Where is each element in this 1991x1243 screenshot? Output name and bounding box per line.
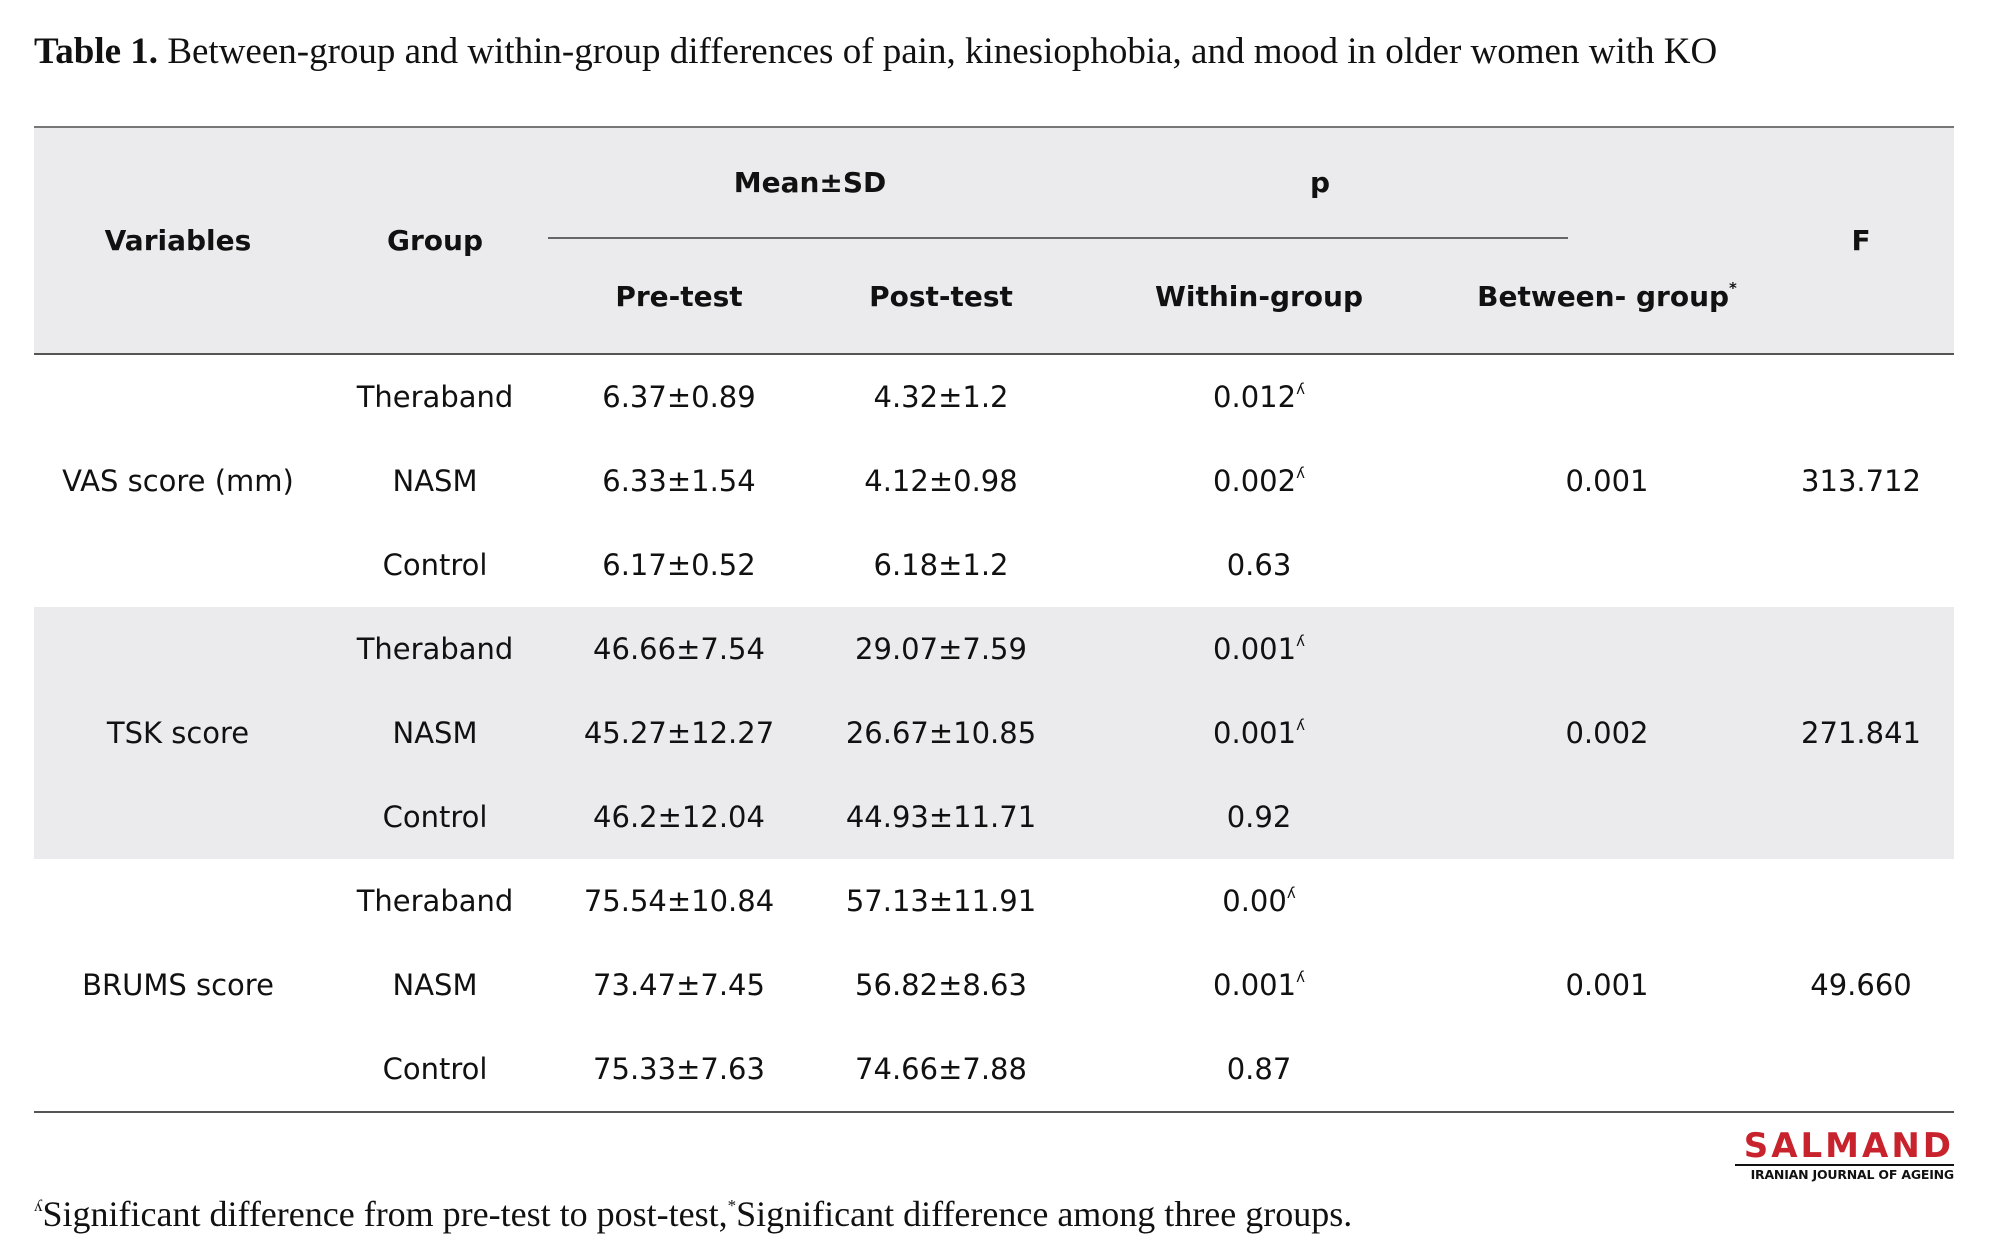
brums-block: BRUMS score Theraband 75.54±10.84 57.13±…	[34, 859, 1955, 1113]
within-group-cell: 0.001ʎ	[1072, 607, 1446, 691]
within-value: 0.001	[1213, 716, 1297, 750]
significance-mark: ʎ	[1296, 632, 1305, 650]
table-footnote: ʎSignificant difference from pre-test to…	[34, 1193, 1352, 1235]
header-between-group: Between- group*	[1446, 239, 1769, 354]
results-table-container: Variables Group Mean±SD p F Pre-test Pos…	[34, 126, 1955, 1113]
significance-mark: ʎ	[1296, 380, 1305, 398]
header-f: F	[1768, 127, 1955, 354]
variable-cell: TSK score	[34, 607, 322, 859]
pre-test-cell: 45.27±12.27	[548, 691, 810, 775]
group-cell: Control	[322, 1027, 548, 1113]
significance-mark: ʎ	[1286, 884, 1296, 902]
within-value: 0.87	[1226, 1052, 1292, 1086]
within-value: 0.001	[1213, 632, 1297, 666]
footnote-mark-between: *	[727, 1196, 737, 1215]
table-caption: Table 1. Between-group and within-group …	[34, 30, 1717, 73]
group-cell: Control	[382, 548, 488, 582]
f-cell: 271.841	[1768, 607, 1955, 859]
within-group-cell: 0.92	[1072, 775, 1446, 859]
header-group: Group	[322, 127, 548, 354]
table-label: Table 1.	[34, 31, 159, 72]
significance-mark: ʎ	[1296, 716, 1305, 734]
group-cell: NASM	[392, 464, 478, 498]
table-row: VAS score (mm) Theraband 6.37±0.89 4.32±…	[34, 354, 1954, 498]
header-within-group: Within-group	[1072, 239, 1446, 354]
tsk-block: TSK score Theraband 46.66±7.54 29.07±7.5…	[34, 607, 1955, 859]
within-group-cell: 0.00ʎ	[1072, 859, 1446, 943]
header-mean-sd: Mean±SD	[548, 127, 1072, 239]
post-test-cell: 74.66±7.88	[810, 1027, 1072, 1113]
variable-cell: VAS score (mm)	[62, 464, 294, 498]
within-group-cell: 0.63	[1072, 523, 1446, 607]
f-cell: 313.712	[1801, 464, 1921, 498]
pre-test-cell: 6.17±0.52	[602, 548, 756, 582]
within-value: 0.012	[1213, 380, 1297, 414]
post-test-cell: 29.07±7.59	[810, 607, 1072, 691]
within-group-cell: 0.87	[1072, 1027, 1446, 1113]
vas-block: VAS score (mm) Theraband 6.37±0.89 4.32±…	[34, 354, 1954, 607]
pre-test-cell: 75.33±7.63	[548, 1027, 810, 1113]
table-row: NASM 45.27±12.27 26.67±10.85 0.001ʎ	[34, 691, 1954, 775]
header-between-group-label: Between- group	[1477, 280, 1730, 313]
within-group-cell: 0.002ʎ	[1072, 439, 1446, 523]
pre-test-cell: 75.54±10.84	[583, 884, 775, 918]
within-value: 0.001	[1213, 968, 1297, 1002]
post-test-cell: 26.67±10.85	[810, 691, 1072, 775]
pre-test-cell: 6.37±0.89	[602, 380, 756, 414]
footnote-text-between: Significant difference among three group…	[736, 1194, 1353, 1234]
group-cell: Control	[322, 775, 548, 859]
header-p-label: p	[1072, 128, 1569, 239]
within-value: 0.002	[1213, 464, 1297, 498]
table-row: NASM 73.47±7.45 56.82±8.63 0.001ʎ	[34, 943, 1954, 1027]
table-row: BRUMS score Theraband 75.54±10.84 57.13±…	[34, 859, 1955, 1113]
header-variables: Variables	[34, 127, 322, 354]
post-test-cell: 4.32±1.2	[873, 380, 1009, 414]
table-row: Control 6.17±0.52 6.18±1.2 0.63	[34, 523, 1954, 607]
within-value: 0.63	[1226, 548, 1292, 582]
between-group-cell: 0.001	[1565, 464, 1649, 498]
group-cell: NASM	[392, 968, 478, 1002]
header-between-group-mark: *	[1729, 279, 1737, 297]
between-group-cell: 0.001	[1446, 859, 1769, 1113]
table-row: TSK score Theraband 46.66±7.54 29.07±7.5…	[34, 607, 1955, 859]
journal-logo: SALMAND IRANIAN JOURNAL OF AGEING	[1735, 1128, 1954, 1182]
post-test-cell: 57.13±11.91	[845, 884, 1037, 918]
within-value: 0.92	[1226, 800, 1292, 834]
pre-test-cell: 73.47±7.45	[593, 968, 765, 1002]
significance-mark: ʎ	[1296, 464, 1305, 482]
within-value: 0.00	[1222, 884, 1287, 918]
header-mean-sd-label: Mean±SD	[548, 128, 1072, 239]
within-group-cell: 0.001ʎ	[1072, 691, 1446, 775]
header-post-test: Post-test	[810, 239, 1072, 354]
group-cell: Theraband	[356, 884, 514, 918]
post-test-cell: 56.82±8.63	[855, 968, 1027, 1002]
footnote-mark-within: ʎ	[34, 1196, 43, 1215]
post-test-cell: 44.93±11.71	[810, 775, 1072, 859]
footnote-text-within: Significant difference from pre-test to …	[42, 1194, 728, 1234]
variable-cell: BRUMS score	[34, 859, 322, 1113]
table-title: Between-group and within-group differenc…	[158, 31, 1718, 72]
journal-logo-name: SALMAND	[1743, 1126, 1954, 1166]
post-test-cell: 6.18±1.2	[873, 548, 1009, 582]
table-row: Control 46.2±12.04 44.93±11.71 0.92	[34, 775, 1954, 859]
journal-logo-subtitle: IRANIAN JOURNAL OF AGEING	[1735, 1164, 1954, 1182]
significance-mark: ʎ	[1296, 968, 1305, 986]
between-group-cell: 0.002	[1446, 607, 1769, 859]
pre-test-cell: 46.2±12.04	[548, 775, 810, 859]
pre-test-cell: 6.33±1.54	[602, 464, 756, 498]
within-group-cell: 0.001ʎ	[1072, 943, 1446, 1027]
f-cell: 49.660	[1768, 859, 1955, 1113]
group-cell: NASM	[322, 691, 548, 775]
group-cell: Theraband	[322, 607, 548, 691]
pre-test-cell: 46.66±7.54	[548, 607, 810, 691]
table-header: Variables Group Mean±SD p F Pre-test Pos…	[34, 127, 1955, 354]
table-row: NASM 6.33±1.54 4.12±0.98 0.002ʎ	[34, 439, 1954, 523]
header-p: p	[1072, 127, 1769, 239]
within-group-cell: 0.012ʎ	[1072, 354, 1446, 439]
post-test-cell: 4.12±0.98	[864, 464, 1018, 498]
header-pre-test: Pre-test	[548, 239, 810, 354]
group-cell: Theraband	[356, 380, 514, 414]
results-table: Variables Group Mean±SD p F Pre-test Pos…	[34, 126, 1955, 1113]
table-row: Control 75.33±7.63 74.66±7.88 0.87	[34, 1027, 1954, 1113]
